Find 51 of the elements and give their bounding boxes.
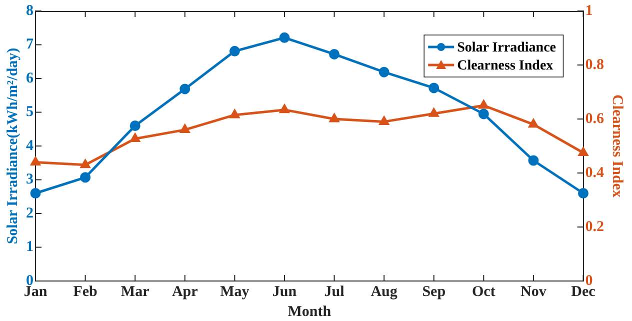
y2-tick-label: 0.6 [585,110,604,127]
point [30,156,40,166]
y-axis-title: Solar Irradiance(kWh/m²/day) [4,48,21,244]
x-tick-label: Jul [324,284,344,300]
x-tick-label: Sep [422,284,446,300]
y2-tick-label: 0.2 [585,218,604,235]
y2-axis-title: Clearness Index [609,94,626,198]
point [528,119,538,128]
point [180,124,190,134]
x-axis-title: Month [288,304,332,320]
point [578,188,588,198]
point [478,108,489,120]
point [428,82,440,94]
point [230,110,240,118]
point [80,160,90,168]
point [429,108,439,117]
x-tick-label: May [220,284,250,300]
y-tick-label: 4 [26,138,34,154]
x-tick-label: Aug [370,284,398,300]
x-tick-label: Nov [520,284,547,300]
point [528,155,539,166]
point [280,104,290,114]
y-tick-label: 6 [26,70,34,86]
y-tick-label: 3 [26,172,34,188]
legend-label: Clearness Index [457,58,554,74]
x-tick-label: Feb [73,284,98,300]
x-tick-label: Oct [472,284,496,300]
x-tick-label: Mar [120,284,150,300]
point [130,120,140,131]
point [30,188,41,198]
x-tick-label: Apr [172,284,198,300]
y-tick-label: 8 [26,2,34,19]
point [378,66,390,78]
y-tick-label: 2 [26,205,34,222]
point [180,84,190,94]
point [329,48,340,60]
y-tick-label: 7 [26,36,34,53]
y-tick-label: 1 [26,239,34,256]
y-tick-label: 5 [26,104,34,120]
point [130,133,140,142]
y2-tick-label: 1 [585,2,593,19]
point [379,116,389,125]
point [478,100,488,109]
legend-label: Solar Irradiance [457,40,556,56]
y2-tick-label: 0.8 [585,56,604,73]
x-tick-label: Jun [272,284,298,300]
y2-tick-label: 0.4 [585,164,604,181]
point [279,32,290,43]
point [80,172,91,183]
point [330,114,339,122]
point [229,46,240,56]
